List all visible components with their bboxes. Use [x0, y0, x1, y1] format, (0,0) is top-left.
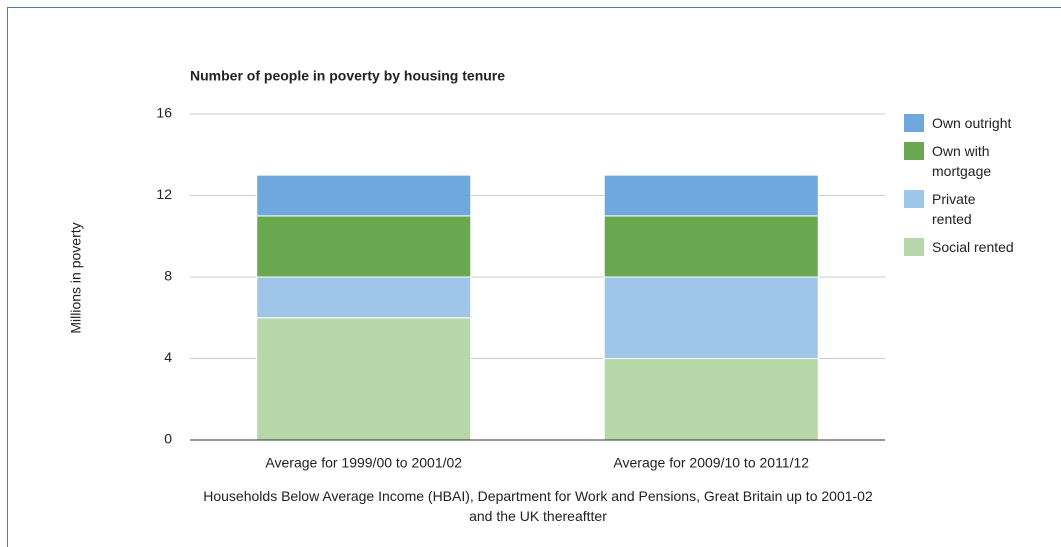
y-tick-label: 8 — [164, 268, 172, 284]
bar-segment — [256, 317, 472, 441]
frame — [7, 7, 1061, 547]
legend-swatch — [904, 114, 924, 132]
legend-item: Private rented — [904, 190, 1054, 229]
bar-segment — [256, 276, 472, 319]
bar-segment — [603, 358, 819, 441]
bar-segment — [603, 276, 819, 359]
x-tick-label: Average for 2009/10 to 2011/12 — [613, 455, 809, 471]
bar-segment — [256, 215, 472, 278]
x-tick-label: Average for 1999/00 to 2001/02 — [265, 455, 462, 471]
bar-segment — [603, 215, 819, 278]
y-axis-label: Millions in poverty — [68, 222, 84, 333]
legend-swatch — [904, 142, 924, 160]
y-tick-label: 12 — [156, 186, 172, 202]
legend-label: Own with mortgage — [932, 143, 992, 179]
y-tick-label: 4 — [164, 349, 172, 365]
legend-swatch — [904, 190, 924, 208]
legend-item: Own outright — [904, 114, 1054, 133]
legend-item: Own with mortgage — [904, 142, 1054, 181]
x-axis-label: Households Below Average Income (HBAI), … — [203, 488, 873, 524]
legend-label: Own outright — [932, 115, 1012, 131]
legend-label: Private rented — [932, 191, 976, 227]
chart-title: Number of people in poverty by housing t… — [190, 68, 505, 84]
legend-label: Social rented — [932, 239, 1014, 255]
legend-item: Social rented — [904, 238, 1054, 257]
legend-swatch — [904, 238, 924, 256]
y-tick-label: 0 — [164, 431, 172, 447]
y-tick-label: 16 — [156, 105, 172, 121]
bar-segment — [256, 174, 472, 217]
bar-segment — [603, 174, 819, 217]
legend: Own outright Own with mortgage Private ren… — [904, 114, 1054, 266]
